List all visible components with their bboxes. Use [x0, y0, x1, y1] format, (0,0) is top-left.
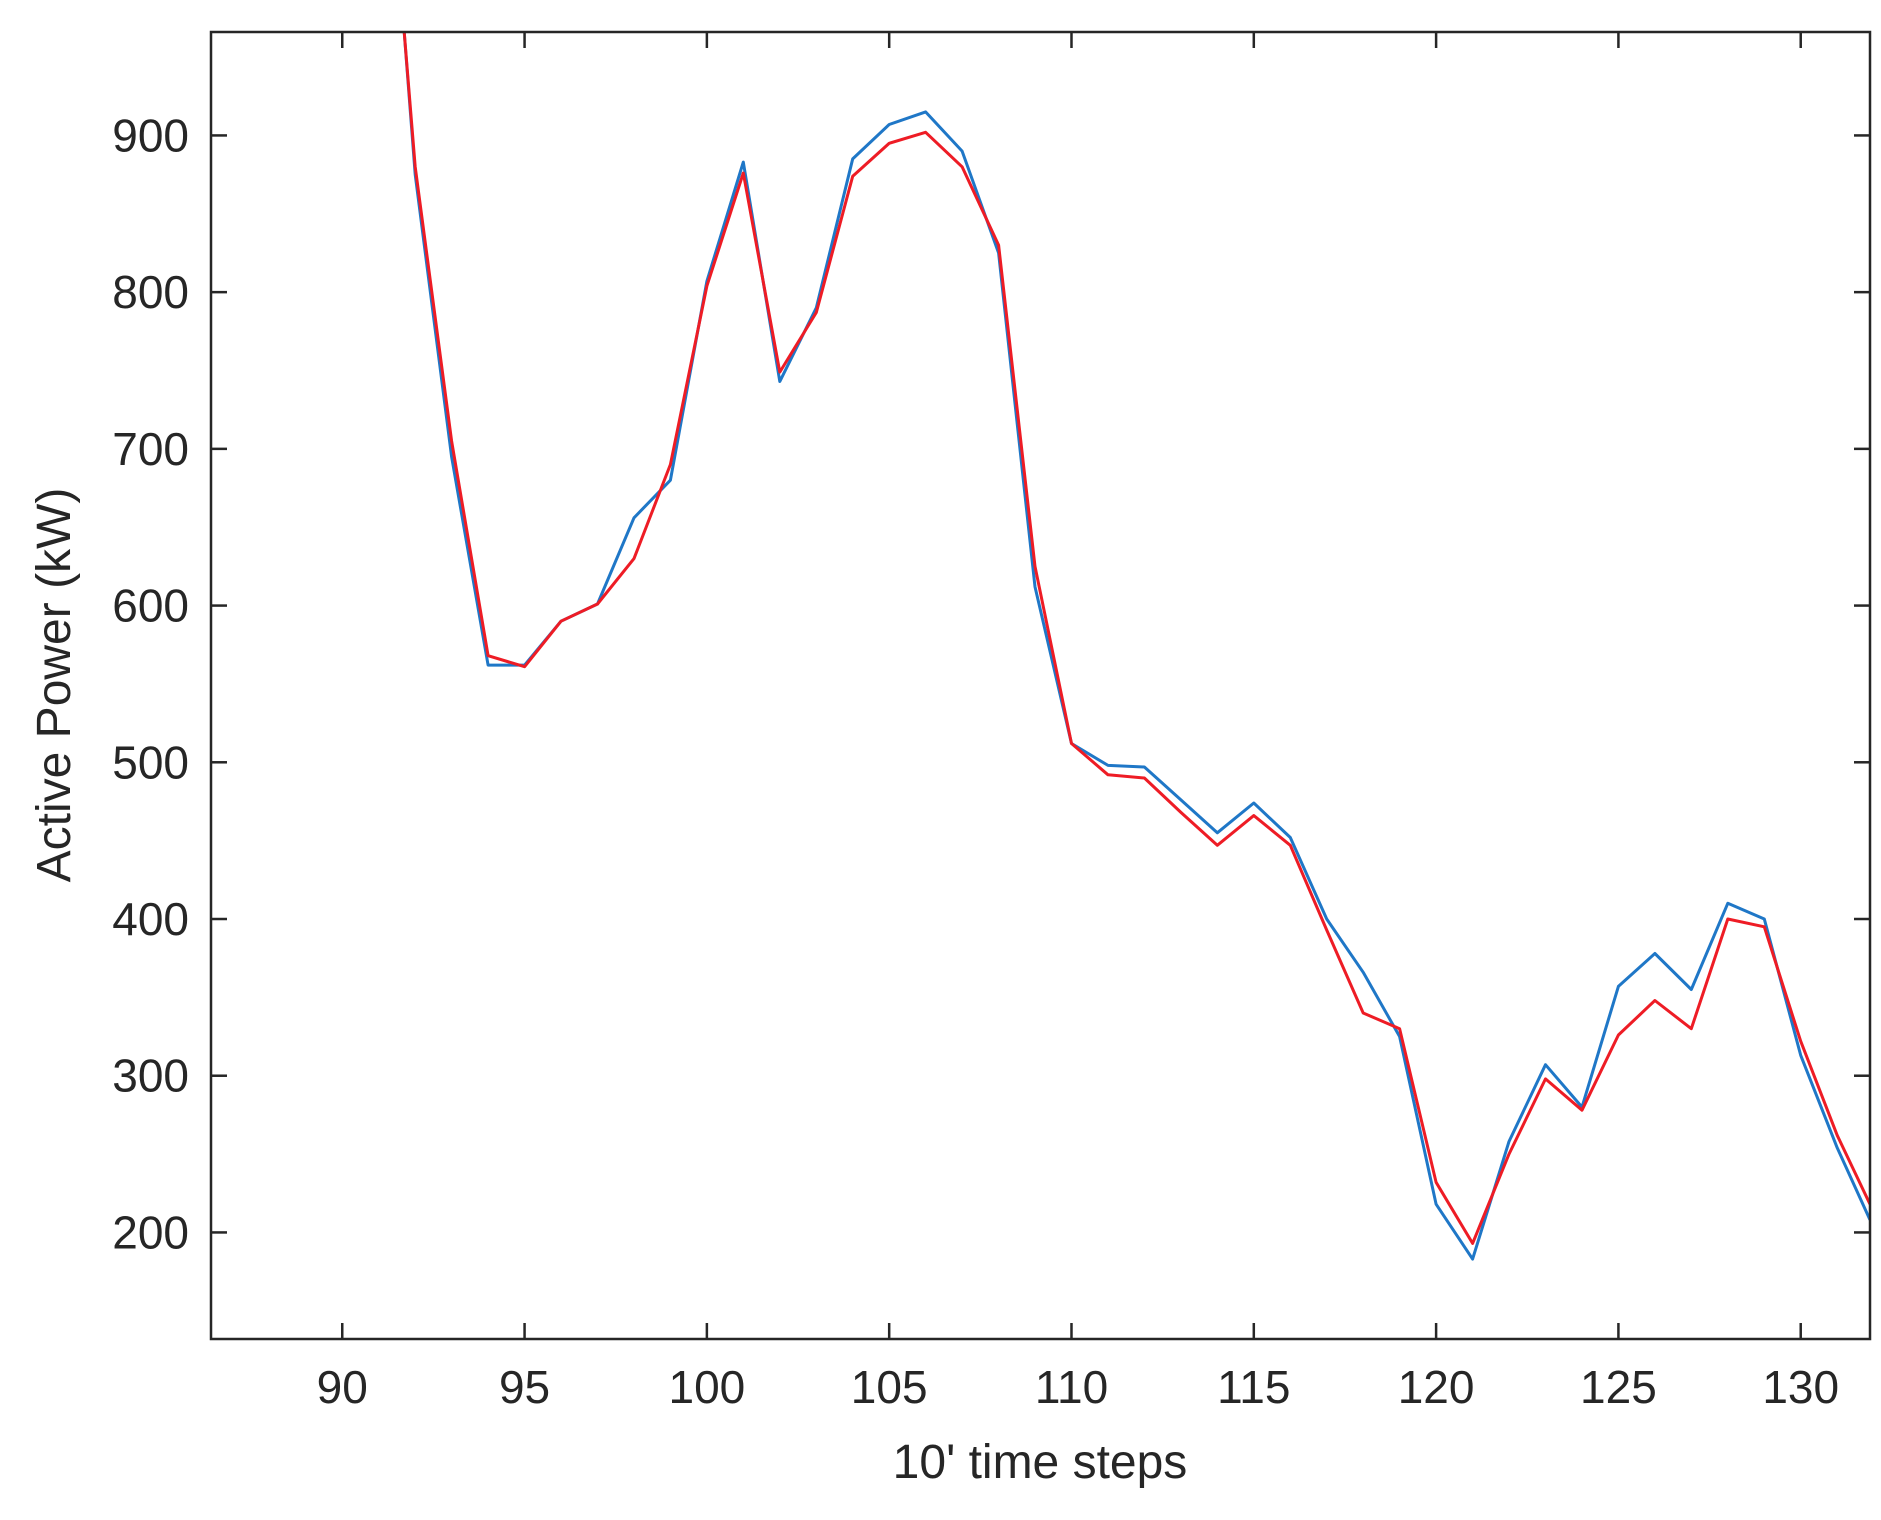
x-tick-label: 125: [1580, 1361, 1657, 1413]
series-layer: [402, 32, 1870, 1261]
y-axis-label: Active Power (kW): [28, 488, 81, 883]
y-tick-label: 800: [112, 266, 189, 318]
x-axis-label: 10' time steps: [893, 1436, 1188, 1489]
x-tick-label: 115: [1217, 1361, 1290, 1413]
y-tick-label: 400: [112, 893, 189, 945]
y-tick-label: 300: [112, 1050, 189, 1102]
x-ticks: 90 95 100 105 110 115 120 125 130: [317, 32, 1839, 1413]
y-tick-label: 600: [112, 580, 189, 632]
y-ticks: 200 300 400 500 600 700 800 900: [112, 109, 1870, 1258]
x-tick-label: 90: [317, 1361, 368, 1413]
series-line-1: [402, 32, 1870, 1261]
series-line-2: [402, 32, 1870, 1245]
x-tick-label: 95: [499, 1361, 550, 1413]
y-tick-label: 200: [112, 1206, 189, 1258]
x-tick-label: 120: [1398, 1361, 1475, 1413]
x-tick-label: 110: [1035, 1361, 1108, 1413]
x-tick-label: 105: [851, 1361, 928, 1413]
y-tick-label: 500: [112, 736, 189, 788]
x-tick-label: 100: [669, 1361, 746, 1413]
plot-frame: [209, 30, 1872, 1341]
y-tick-label: 900: [112, 109, 189, 161]
y-tick-label: 700: [112, 423, 189, 475]
x-tick-label: 130: [1762, 1361, 1839, 1413]
plot-background: [211, 32, 1870, 1339]
